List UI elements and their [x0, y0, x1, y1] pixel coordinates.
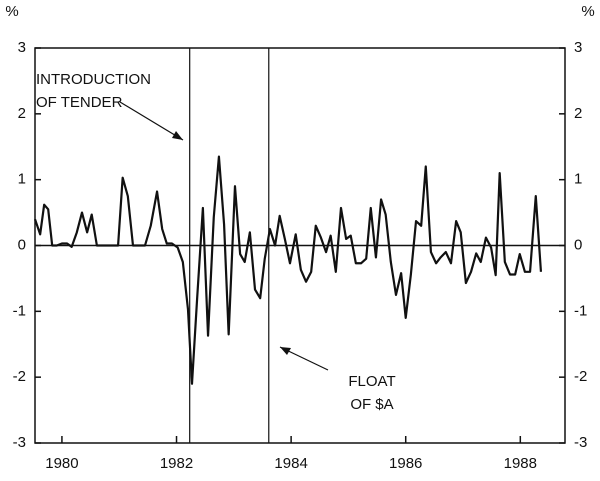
x-tick-label: 1986 — [389, 455, 422, 472]
arrow-head — [172, 131, 183, 140]
y2-tick-label: -2 — [574, 368, 587, 385]
x-tick-label: 1980 — [45, 455, 78, 472]
y2-tick-label: 0 — [574, 236, 582, 253]
data-line — [33, 155, 543, 385]
annotation: FLOAT — [348, 373, 395, 390]
annotation: OF $A — [350, 396, 393, 413]
y2-tick-label: -1 — [574, 302, 587, 319]
x-tick-label: 1988 — [504, 455, 537, 472]
y2-tick-label: 1 — [574, 171, 582, 188]
y-tick-label: 1 — [18, 171, 26, 188]
arrow — [119, 101, 184, 141]
annotation: INTRODUCTION — [36, 71, 151, 88]
y2-axis-label: % — [581, 3, 594, 20]
y-tick-label: -3 — [13, 434, 26, 451]
y-tick-label: 3 — [18, 39, 26, 56]
y-tick-label: -1 — [13, 302, 26, 319]
y2-tick-label: -3 — [574, 434, 587, 451]
y2-tick-label: 2 — [574, 105, 582, 122]
arrow-head — [280, 347, 291, 355]
y-axis-label: % — [5, 3, 18, 20]
y2-tick-label: 3 — [574, 39, 582, 56]
annotation: OF TENDER — [36, 94, 123, 111]
y-tick-label: -2 — [13, 368, 26, 385]
x-tick-label: 1982 — [160, 455, 193, 472]
y-tick-label: 0 — [18, 236, 26, 253]
x-tick-label: 1984 — [274, 455, 307, 472]
y-tick-label: 2 — [18, 105, 26, 122]
